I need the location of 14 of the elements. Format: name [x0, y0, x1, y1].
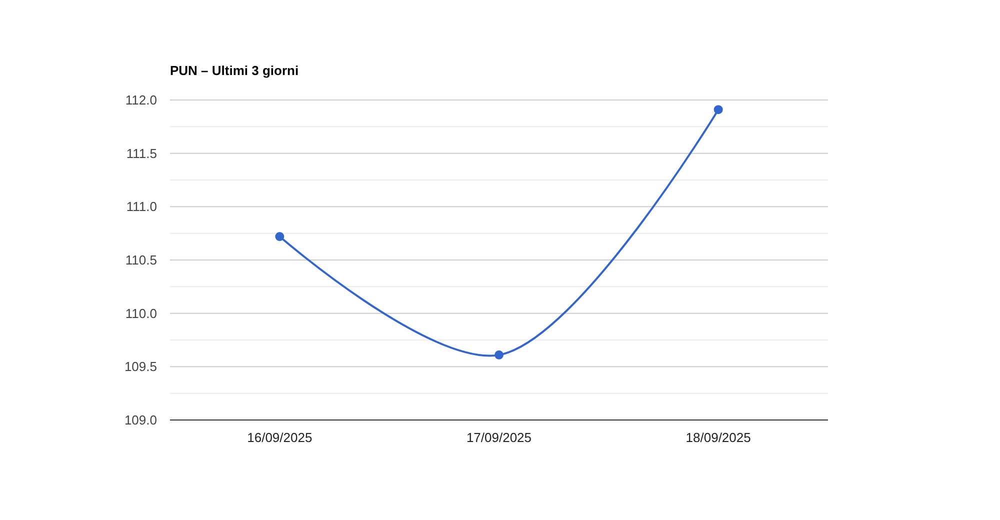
y-tick-label: 110.0	[125, 306, 157, 321]
point	[714, 105, 723, 114]
y-tick-label: 110.5	[125, 252, 157, 268]
point	[494, 350, 504, 360]
x-tick-label: 18/09/2025	[686, 430, 751, 445]
y-tick-label: 111.5	[126, 146, 157, 161]
chart-title: PUN – Ultimi 3 giorni	[170, 63, 299, 78]
y-tick-label: 109.5	[124, 359, 157, 374]
y-tick-label: 109.0	[124, 412, 157, 428]
x-tick-label: 17/09/2025	[466, 430, 532, 445]
y-tick-label: 112.0	[125, 92, 157, 108]
x-tick-label: 16/09/2025	[247, 430, 312, 445]
point	[275, 232, 284, 242]
y-tick-label: 111.0	[126, 199, 157, 214]
